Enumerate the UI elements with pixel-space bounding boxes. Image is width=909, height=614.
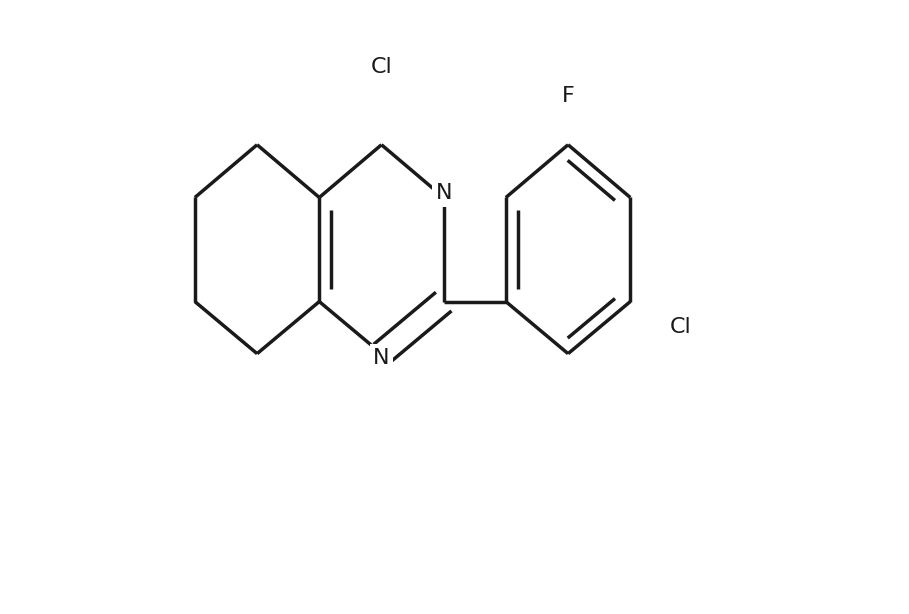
- Text: Cl: Cl: [670, 317, 692, 337]
- Text: N: N: [435, 184, 452, 203]
- Text: N: N: [374, 348, 390, 368]
- Text: F: F: [562, 86, 574, 106]
- Text: Cl: Cl: [371, 57, 393, 77]
